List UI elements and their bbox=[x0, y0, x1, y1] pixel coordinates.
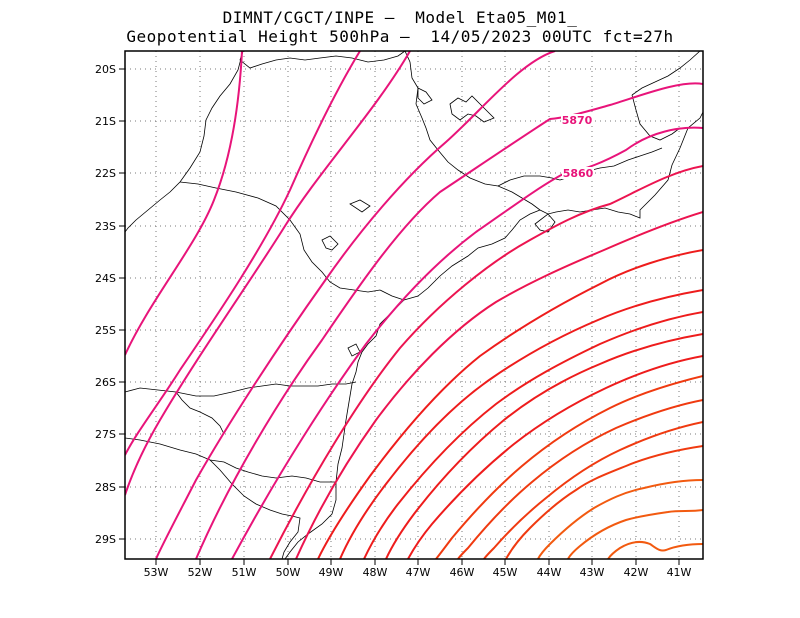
lat-labels: 20S 21S 22S 23S 24S 25S 26S 27S 28S 29S bbox=[95, 63, 116, 546]
lagoon bbox=[349, 199, 371, 213]
reservoir bbox=[449, 95, 495, 123]
lat-label: 28S bbox=[95, 481, 116, 494]
contour-line bbox=[339, 289, 703, 559]
lon-label: 52W bbox=[188, 566, 213, 579]
lon-label: 46W bbox=[450, 566, 475, 579]
contour-line bbox=[125, 51, 243, 356]
lon-labels: 53W 52W 51W 50W 49W 48W 47W 46W 45W 44W … bbox=[144, 566, 692, 579]
contour-line bbox=[125, 51, 361, 456]
contour-label-5870: 5870 bbox=[562, 114, 593, 127]
contours bbox=[125, 51, 703, 559]
lat-label: 20S bbox=[95, 63, 116, 76]
contour-line bbox=[483, 421, 703, 559]
lon-label: 50W bbox=[276, 566, 301, 579]
lat-label: 27S bbox=[95, 428, 116, 441]
state-border-sp-rj bbox=[497, 175, 561, 187]
contour-line bbox=[363, 311, 703, 559]
lat-label: 22S bbox=[95, 167, 116, 180]
state-border-sc-rs bbox=[125, 437, 336, 483]
lat-label: 25S bbox=[95, 324, 116, 337]
lon-label: 53W bbox=[144, 566, 169, 579]
lon-label: 45W bbox=[493, 566, 518, 579]
contour-line bbox=[607, 540, 703, 559]
contour-line bbox=[407, 355, 703, 559]
lat-label: 29S bbox=[95, 533, 116, 546]
lon-label: 47W bbox=[406, 566, 431, 579]
contour-line bbox=[231, 126, 703, 559]
state-border-sp-ms bbox=[125, 51, 244, 233]
lat-label: 24S bbox=[95, 272, 116, 285]
contour-labels: 5870 5860 bbox=[561, 114, 594, 180]
contour-line bbox=[385, 333, 703, 559]
lon-label: 43W bbox=[580, 566, 605, 579]
coastline bbox=[631, 51, 701, 96]
chart-title-line2: Geopotential Height 500hPa — 14/05/2023 … bbox=[126, 27, 674, 46]
contour-line bbox=[567, 509, 703, 559]
contour-line bbox=[317, 249, 703, 559]
state-border-pr-sp bbox=[179, 181, 405, 301]
bay bbox=[534, 213, 556, 233]
state-border-sp-mg bbox=[239, 51, 406, 69]
contour-line bbox=[505, 445, 703, 559]
lon-label: 48W bbox=[363, 566, 388, 579]
contour-line bbox=[435, 375, 703, 559]
lon-label: 41W bbox=[667, 566, 692, 579]
chart-title-line1: DIMNT/CGCT/INPE — Model Eta05_M01_ bbox=[222, 8, 578, 27]
tick-marks bbox=[119, 68, 680, 565]
lon-label: 49W bbox=[319, 566, 344, 579]
lon-label: 42W bbox=[624, 566, 649, 579]
lat-label: 23S bbox=[95, 220, 116, 233]
coastline bbox=[284, 209, 541, 559]
contour-line bbox=[457, 399, 703, 559]
contour-line bbox=[155, 51, 556, 559]
state-border-pr-sc bbox=[125, 381, 357, 397]
lat-label: 21S bbox=[95, 115, 116, 128]
contour-line bbox=[269, 165, 703, 559]
boundaries bbox=[125, 51, 703, 559]
lat-label: 26S bbox=[95, 376, 116, 389]
lon-label: 44W bbox=[537, 566, 562, 579]
coastline bbox=[404, 51, 703, 219]
country-border bbox=[209, 459, 301, 559]
contour-line bbox=[537, 479, 703, 559]
map-frame bbox=[124, 50, 704, 560]
lagoon bbox=[321, 235, 339, 251]
lon-label: 51W bbox=[232, 566, 257, 579]
contour-label-5860: 5860 bbox=[563, 167, 594, 180]
contour-line bbox=[195, 82, 703, 559]
contour-line bbox=[295, 211, 703, 559]
graticule bbox=[125, 51, 703, 559]
state-border-pr-west bbox=[175, 391, 225, 435]
reservoir bbox=[417, 87, 433, 105]
contour-line bbox=[125, 51, 411, 496]
